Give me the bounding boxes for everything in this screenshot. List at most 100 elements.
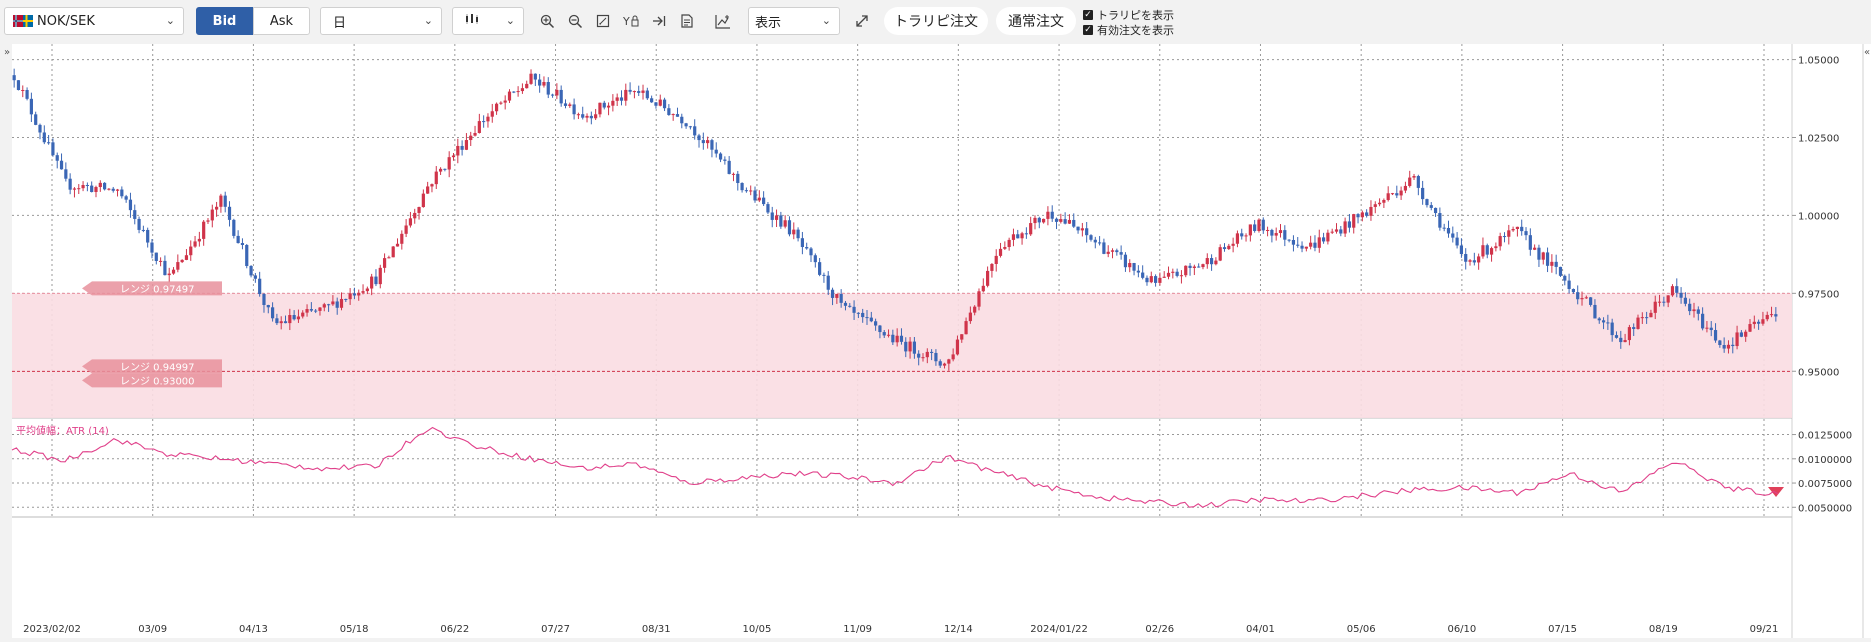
candle-body bbox=[895, 335, 899, 343]
candle-body bbox=[361, 291, 365, 293]
candle-body bbox=[1377, 202, 1382, 205]
display-select[interactable]: 表示 ⌄ bbox=[748, 7, 840, 35]
range-tag bbox=[82, 373, 222, 388]
candle-body bbox=[1589, 297, 1593, 305]
price-chart[interactable]: レンジ 0.97497 レンジ 0.94997 レンジ 0.93000 » « 平均… bbox=[0, 44, 1871, 638]
candle-body bbox=[546, 82, 550, 95]
candle-body bbox=[1106, 251, 1110, 254]
candle-body bbox=[1313, 242, 1317, 248]
candle-body bbox=[1356, 214, 1360, 218]
candle-body bbox=[253, 275, 257, 279]
candle-body bbox=[1132, 263, 1136, 271]
candle-body bbox=[744, 190, 748, 192]
show-orders-checkbox[interactable]: ✓ 有効注文を表示 bbox=[1083, 22, 1174, 38]
candle-body bbox=[1072, 219, 1076, 227]
candle-body bbox=[1451, 233, 1455, 238]
candle-body bbox=[1623, 340, 1627, 343]
candle-body bbox=[529, 73, 533, 84]
candle-body bbox=[1175, 271, 1179, 276]
candle-body bbox=[21, 89, 25, 91]
candle-body bbox=[1709, 327, 1713, 331]
jump-to-latest-icon[interactable] bbox=[647, 9, 671, 33]
candle-body bbox=[611, 100, 615, 106]
candle-body bbox=[1257, 219, 1261, 231]
normal-order-button[interactable]: 通常注文 bbox=[996, 7, 1076, 35]
candle-body bbox=[740, 183, 744, 191]
candle-body bbox=[1240, 233, 1244, 237]
period-select[interactable]: 日 ⌄ bbox=[320, 7, 442, 35]
candle-body bbox=[766, 204, 770, 213]
candle-body bbox=[667, 108, 671, 115]
collapse-panel-icon[interactable]: « bbox=[1864, 47, 1870, 58]
candle-body bbox=[938, 361, 942, 366]
candle-body bbox=[507, 91, 512, 101]
candle-body bbox=[1485, 245, 1489, 255]
candle-body bbox=[886, 334, 891, 336]
candle-body bbox=[658, 99, 662, 106]
indicator-add-icon[interactable] bbox=[711, 9, 735, 33]
candle-body bbox=[111, 188, 115, 191]
fit-screen-icon[interactable] bbox=[591, 9, 615, 33]
candle-body bbox=[718, 153, 723, 160]
candle-body bbox=[413, 212, 417, 219]
candle-body bbox=[288, 315, 292, 324]
candle-body bbox=[662, 99, 667, 109]
candle-body bbox=[1752, 321, 1756, 325]
candle-body bbox=[314, 310, 318, 312]
candle-body bbox=[869, 317, 873, 322]
candle-body bbox=[115, 189, 120, 191]
candle-body bbox=[805, 247, 809, 249]
zoom-out-icon[interactable] bbox=[563, 9, 587, 33]
chevron-down-icon: ⌄ bbox=[505, 14, 515, 27]
candle-body bbox=[150, 242, 154, 253]
expand-panel-icon[interactable]: » bbox=[4, 47, 10, 58]
atr-y-tick-label: 0.0100000 bbox=[1798, 455, 1852, 466]
x-tick-label: 07/15 bbox=[1548, 624, 1577, 635]
expand-icon[interactable] bbox=[850, 9, 874, 33]
candle-body bbox=[1166, 272, 1171, 277]
candle-body bbox=[262, 294, 266, 305]
candle-body bbox=[1606, 322, 1610, 324]
candle-body bbox=[1408, 177, 1412, 186]
candle-body bbox=[606, 105, 611, 108]
candle-body bbox=[51, 142, 55, 156]
candle-body bbox=[77, 188, 81, 190]
candle-body bbox=[1339, 229, 1343, 234]
candle-body bbox=[1459, 245, 1464, 255]
chart-type-select[interactable]: ⌄ bbox=[452, 7, 524, 35]
zoom-in-icon[interactable] bbox=[535, 9, 559, 33]
candle-body bbox=[1149, 276, 1153, 283]
candle-body bbox=[783, 220, 787, 227]
candle-body bbox=[520, 88, 525, 92]
candle-body bbox=[357, 292, 361, 296]
candle-body bbox=[1283, 230, 1287, 240]
candle-body bbox=[460, 145, 464, 150]
currency-pair-select[interactable]: NOK/SEK ⌄ bbox=[4, 7, 184, 35]
candle-body bbox=[1330, 231, 1334, 233]
candlestick-icon bbox=[465, 13, 479, 29]
candle-body bbox=[1003, 247, 1007, 249]
tri-order-button[interactable]: トラリピ注文 bbox=[884, 7, 988, 35]
crosshair-lock-icon[interactable]: Y bbox=[619, 9, 643, 33]
candle-body bbox=[1494, 246, 1498, 249]
candle-body bbox=[1524, 231, 1528, 236]
candle-body bbox=[503, 100, 507, 103]
candle-body bbox=[727, 160, 731, 174]
candle-body bbox=[1550, 261, 1554, 266]
ask-button[interactable]: Ask bbox=[253, 7, 310, 35]
bid-button[interactable]: Bid bbox=[196, 7, 253, 35]
candle-body bbox=[236, 235, 240, 244]
candle-body bbox=[1373, 204, 1377, 207]
candle-body bbox=[348, 293, 352, 300]
candle-body bbox=[538, 79, 542, 86]
show-tri-checkbox[interactable]: ✓ トラリピを表示 bbox=[1083, 7, 1174, 23]
candle-body bbox=[1421, 187, 1425, 200]
candle-body bbox=[594, 114, 598, 119]
candle-body bbox=[1046, 211, 1050, 219]
chart-area[interactable]: レンジ 0.97497 レンジ 0.94997 レンジ 0.93000 » « 平均… bbox=[0, 44, 1871, 638]
candle-body bbox=[753, 190, 757, 201]
candle-body bbox=[1713, 330, 1718, 341]
document-icon[interactable] bbox=[675, 9, 699, 33]
range-tag bbox=[82, 359, 222, 374]
range-tag-label: レンジ 0.93000 bbox=[120, 376, 195, 387]
